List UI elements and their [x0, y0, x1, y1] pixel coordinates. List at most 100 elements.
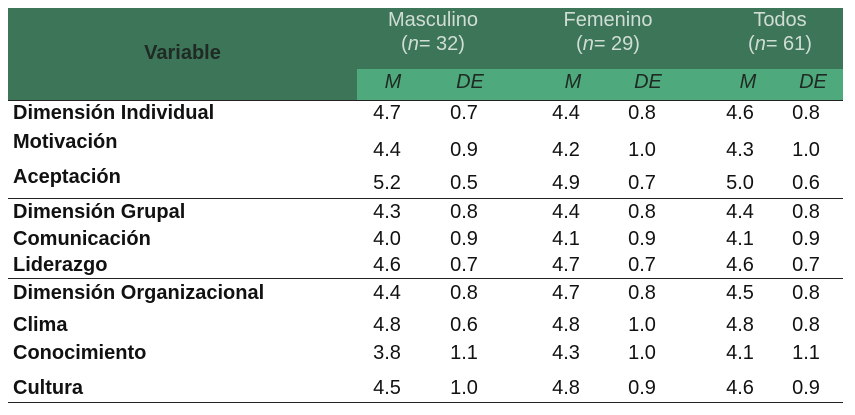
mean-cell: 4.3 — [552, 342, 580, 364]
mean-cell: 4.3 — [373, 201, 401, 223]
table-row: Liderazgo 4.6 0.7 4.7 0.7 4.6 0.7 — [8, 254, 843, 280]
mean-cell: 3.8 — [373, 342, 401, 364]
sd-cell: 0.6 — [450, 314, 478, 336]
sd-cell: 1.1 — [792, 342, 820, 364]
table-row: Clima 4.8 0.6 4.8 1.0 4.8 0.8 — [8, 314, 843, 340]
mean-cell: 4.3 — [726, 139, 754, 161]
rule-org — [8, 278, 843, 279]
table-row: Comunicación 4.0 0.9 4.1 0.9 4.1 0.9 — [8, 228, 843, 254]
row-label: Conocimiento — [13, 342, 147, 364]
mean-cell: 4.0 — [373, 228, 401, 250]
n-symbol: n — [754, 33, 766, 55]
mean-cell: 4.8 — [552, 314, 580, 336]
subheader-m: M — [564, 71, 582, 93]
sd-cell: 1.0 — [450, 377, 478, 399]
table-row: Conocimiento 3.8 1.1 4.3 1.0 4.1 1.1 — [8, 342, 843, 368]
table-row: Cultura 4.5 1.0 4.8 0.9 4.6 0.9 — [8, 377, 843, 403]
subheader-m: M — [384, 71, 402, 93]
mean-cell: 4.8 — [373, 314, 401, 336]
subheader-de: DE — [799, 71, 827, 93]
mean-cell: 4.6 — [726, 254, 754, 276]
subheader-band — [357, 69, 843, 100]
table-row: Dimensión Grupal 4.3 0.8 4.4 0.8 4.4 0.8 — [8, 201, 843, 227]
variable-column-header: Variable — [144, 42, 221, 64]
sd-cell: 0.9 — [628, 228, 656, 250]
n-count: = 32 — [418, 33, 459, 55]
subheader-de: DE — [634, 71, 662, 93]
mean-cell: 4.1 — [552, 228, 580, 250]
mean-cell: 4.8 — [726, 314, 754, 336]
table-header: Variable Masculino (n= 32) Femenino (n= … — [8, 8, 843, 100]
group-header-todos: Todos (n= 61) — [748, 9, 812, 55]
mean-cell: 4.4 — [552, 102, 580, 124]
sd-cell: 0.8 — [792, 314, 820, 336]
row-label: Dimensión Individual — [13, 102, 215, 124]
sd-cell: 0.8 — [628, 102, 656, 124]
sd-cell: 0.6 — [792, 172, 820, 194]
row-label: Liderazgo — [13, 254, 108, 276]
mean-cell: 4.4 — [373, 282, 401, 304]
sd-cell: 0.8 — [792, 282, 820, 304]
table-row: Dimensión Organizacional 4.4 0.8 4.7 0.8 4.5 0… — [8, 282, 843, 308]
sd-cell: 0.9 — [792, 377, 820, 399]
sd-cell: 0.8 — [628, 201, 656, 223]
mean-cell: 4.4 — [726, 201, 754, 223]
sd-cell: 0.9 — [792, 228, 820, 250]
sd-cell: 1.0 — [628, 314, 656, 336]
mean-cell: 4.6 — [373, 254, 401, 276]
sd-cell: 0.5 — [450, 172, 478, 194]
row-label: Dimensión Organizacional — [13, 282, 265, 304]
sd-cell: 1.0 — [792, 139, 820, 161]
sd-cell: 0.7 — [628, 254, 656, 276]
mean-cell: 4.8 — [552, 377, 580, 399]
sd-cell: 0.9 — [628, 377, 656, 399]
row-label: Comunicación — [13, 228, 151, 250]
group-name: Femenino — [563, 9, 653, 31]
mean-cell: 4.9 — [552, 172, 580, 194]
mean-cell: 4.6 — [726, 377, 754, 399]
sd-cell: 0.7 — [792, 254, 820, 276]
subheader-de: DE — [456, 71, 484, 93]
mean-cell: 4.7 — [373, 102, 401, 124]
mean-cell: 4.1 — [726, 342, 754, 364]
row-label: Aceptación — [13, 166, 121, 188]
rule-bottom — [8, 402, 843, 403]
group-header-femenino: Femenino (n= 29) — [563, 9, 653, 55]
sd-cell: 1.0 — [628, 342, 656, 364]
group-header-masculino: Masculino (n= 32) — [387, 9, 479, 55]
sd-cell: 1.0 — [628, 139, 656, 161]
sd-cell: 0.7 — [450, 102, 478, 124]
mean-cell: 4.6 — [726, 102, 754, 124]
mean-cell: 4.5 — [373, 377, 401, 399]
row-label: Dimensión Grupal — [13, 201, 186, 223]
sd-cell: 0.7 — [450, 254, 478, 276]
rule-top — [8, 100, 843, 101]
sd-cell: 0.9 — [450, 228, 478, 250]
sd-cell: 0.8 — [792, 201, 820, 223]
row-label: Cultura — [13, 377, 83, 399]
mean-cell: 4.2 — [552, 139, 580, 161]
rule-group — [8, 198, 843, 199]
table-row: Motivación 4.4 0.9 4.2 1.0 4.3 1.0 — [8, 131, 843, 161]
row-label: Clima — [13, 314, 68, 336]
mean-cell: 4.4 — [552, 201, 580, 223]
sd-cell: 0.9 — [450, 139, 478, 161]
sd-cell: 1.1 — [450, 342, 478, 364]
mean-cell: 4.7 — [552, 254, 580, 276]
n-count: = 29 — [593, 33, 634, 55]
group-name: Masculino — [387, 9, 479, 31]
row-label: Motivación — [13, 131, 118, 153]
n-count: = 61 — [765, 33, 806, 55]
mean-cell: 4.1 — [726, 228, 754, 250]
mean-cell: 4.7 — [552, 282, 580, 304]
sd-cell: 0.8 — [628, 282, 656, 304]
mean-cell: 4.4 — [373, 139, 401, 161]
sd-cell: 0.7 — [628, 172, 656, 194]
n-symbol: n — [582, 33, 594, 55]
mean-cell: 4.5 — [726, 282, 754, 304]
mean-cell: 5.2 — [373, 172, 401, 194]
n-symbol: n — [407, 33, 419, 55]
sd-cell: 0.8 — [450, 282, 478, 304]
table-row: Aceptación 5.2 0.5 4.9 0.7 5.0 0.6 — [8, 166, 843, 194]
sd-cell: 0.8 — [792, 102, 820, 124]
